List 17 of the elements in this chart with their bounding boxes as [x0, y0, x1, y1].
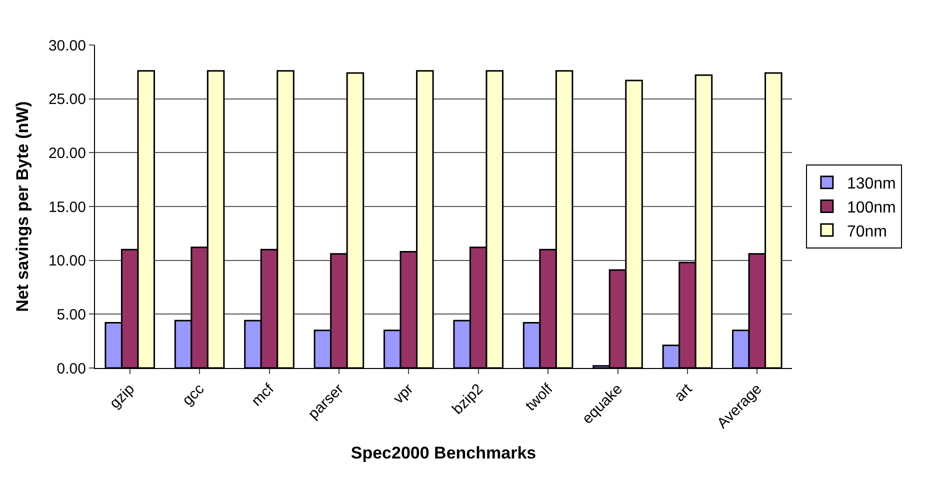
x-tick-label: gzip: [106, 380, 138, 412]
legend-label: 70nm: [846, 223, 887, 240]
x-axis-title: Spec2000 Benchmarks: [350, 443, 536, 462]
x-tick-label: gcc: [179, 380, 208, 410]
y-tick-label: 15.00: [48, 198, 86, 216]
y-tick-label: 25.00: [48, 91, 86, 108]
y-tick-label: 30.00: [48, 37, 86, 54]
y-tick-label: 0.00: [56, 360, 86, 378]
x-tick-label: mcf: [248, 380, 278, 410]
x-tick-label: vpr: [390, 380, 417, 408]
y-axis-title: Net savings per Byte (nW): [13, 101, 32, 312]
y-tick-label: 5.00: [56, 306, 86, 324]
legend-label: 130nm: [846, 176, 896, 193]
y-tick-label: 20.00: [48, 144, 86, 162]
legend-label: 100nm: [846, 199, 896, 216]
x-tick-label: art: [671, 380, 696, 406]
y-tick-label: 10.00: [48, 252, 86, 270]
